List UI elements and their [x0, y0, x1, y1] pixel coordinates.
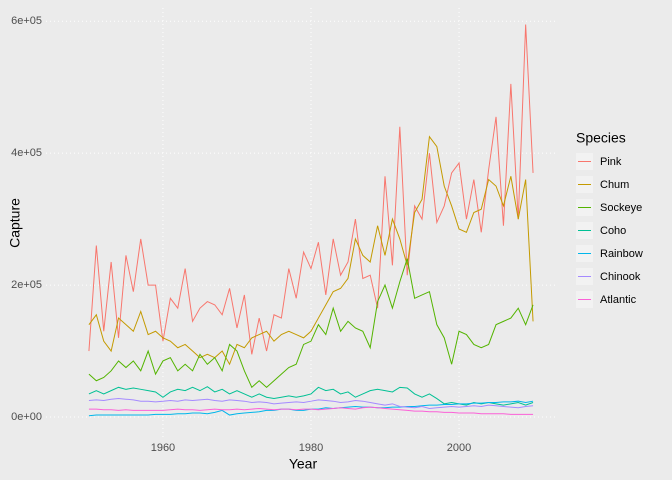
legend: Pink Chum Sockeye Coho Rainbow Chinook Atlanti… — [576, 153, 643, 308]
legend-label: Chum — [600, 179, 629, 191]
series-line — [88, 258, 534, 389]
y-tick-label: 2e+05 — [11, 279, 42, 291]
x-axis-title: Year — [289, 456, 318, 472]
legend-label: Coho — [600, 225, 626, 237]
x-tick-label: 1980 — [299, 442, 323, 454]
series-line — [88, 406, 534, 415]
lines — [88, 24, 534, 417]
grid — [46, 8, 556, 438]
series-line — [88, 398, 534, 409]
y-tick-label: 4e+05 — [11, 147, 42, 159]
series-line — [88, 24, 534, 355]
x-tick-label: 1960 — [151, 442, 175, 454]
y-tick-label: 0e+00 — [11, 411, 42, 423]
y-tick-label: 6e+05 — [11, 15, 42, 27]
legend-title: Species — [576, 130, 626, 146]
axes: 0e+00 2e+05 4e+05 6e+05 1960 1980 2000 — [11, 15, 471, 454]
legend-label: Atlantic — [600, 294, 637, 306]
legend-label: Chinook — [600, 271, 641, 283]
y-axis-title: Capture — [7, 198, 23, 248]
legend-label: Rainbow — [600, 248, 643, 260]
legend-label: Pink — [600, 156, 622, 168]
x-tick-label: 2000 — [447, 442, 471, 454]
series-line — [88, 135, 534, 366]
legend-label: Sockeye — [600, 202, 642, 214]
